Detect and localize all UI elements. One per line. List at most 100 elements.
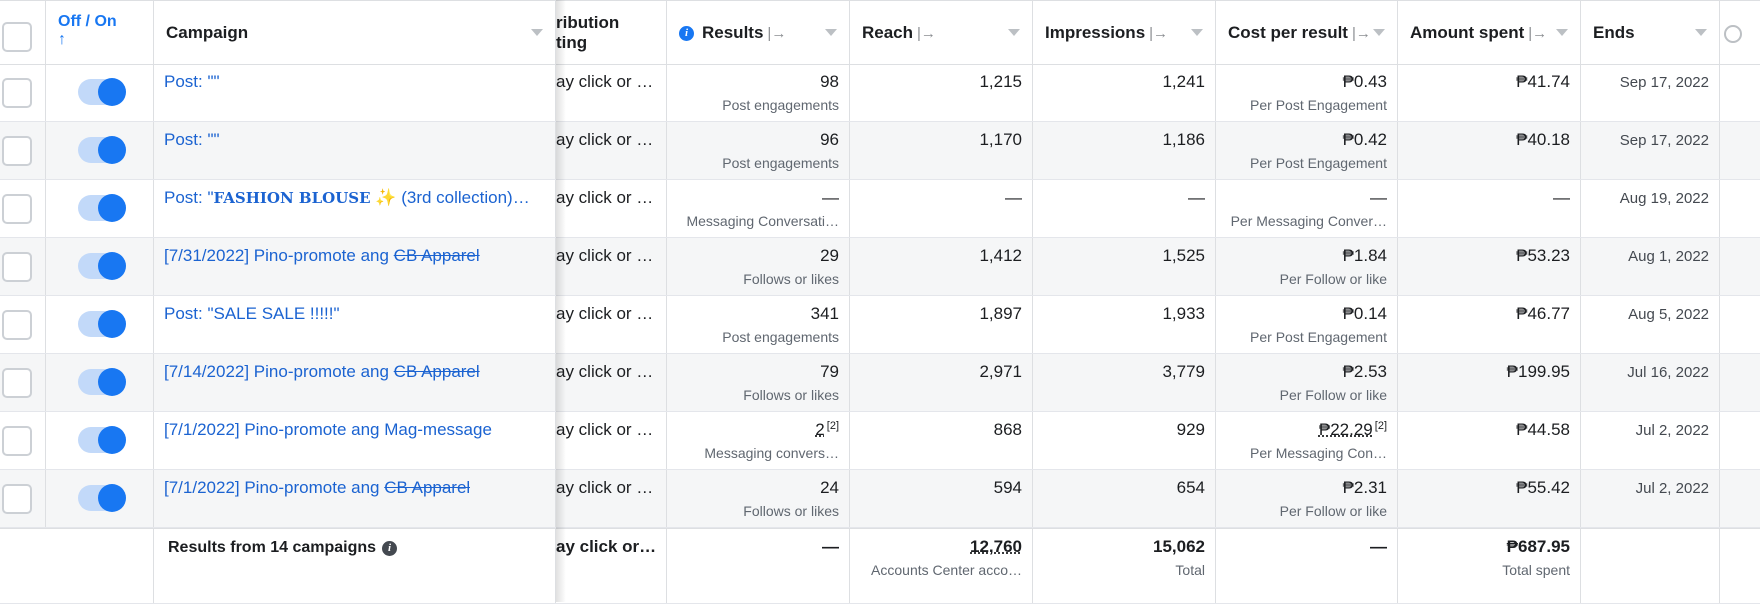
table-header: Off / On ↑ Campaign ribution ting i Resul…	[0, 0, 1760, 65]
impressions-value: 1,241	[1162, 72, 1205, 91]
chevron-down-icon[interactable]	[1191, 29, 1203, 36]
header-ends[interactable]: Ends	[1581, 1, 1720, 64]
campaign-name-link[interactable]: [7/1/2022] Pino-promote ang Mag-message	[164, 420, 492, 439]
header-campaign[interactable]: Campaign	[154, 1, 556, 64]
results-type: Follows or likes	[743, 271, 839, 287]
impressions-value: 1,186	[1162, 130, 1205, 149]
impressions-value: 1,525	[1162, 246, 1205, 265]
chevron-down-icon[interactable]	[1008, 29, 1020, 36]
header-off-on[interactable]: Off / On ↑	[46, 1, 154, 64]
table-row: Post: "FASHION BLOUSE ✨ (3rd collection)…	[0, 180, 1760, 238]
table-row: Post: "" ay click or 1… 96 Post engagemen…	[0, 122, 1760, 180]
reach-value: 868	[993, 420, 1022, 439]
chevron-down-icon[interactable]	[1556, 29, 1568, 36]
results-type: Follows or likes	[743, 387, 839, 403]
ends-date: Sep 17, 2022	[1619, 74, 1709, 91]
campaign-toggle[interactable]	[78, 135, 126, 164]
ends-header-label: Ends	[1593, 23, 1635, 42]
info-icon[interactable]: i	[679, 26, 694, 41]
attribution-setting: ay click or 1…	[556, 420, 660, 439]
header-reach[interactable]: Reach |→	[850, 1, 1033, 64]
campaign-toggle[interactable]	[78, 193, 126, 222]
row-checkbox[interactable]	[2, 367, 32, 398]
campaign-name-link[interactable]: Post: "SALE SALE !!!!!"	[164, 304, 340, 323]
column-arrow-icon: |→	[917, 25, 936, 42]
row-checkbox[interactable]	[2, 425, 32, 456]
header-impressions[interactable]: Impressions |→	[1033, 1, 1216, 64]
off-on-label: Off / On	[58, 13, 117, 30]
attribution-setting: ay click or 1…	[556, 72, 660, 91]
table-row: Post: "" ay click or 1… 98 Post engagemen…	[0, 64, 1760, 122]
campaign-name-link[interactable]: [7/31/2022] Pino-promote ang CB Apparel	[164, 246, 480, 265]
ends-date: Jul 2, 2022	[1635, 480, 1709, 497]
header-cost-per-result[interactable]: Cost per result |→	[1216, 1, 1398, 64]
info-icon[interactable]: i	[382, 541, 398, 556]
ends-date: Aug 5, 2022	[1628, 306, 1709, 323]
reach-value: 1,412	[979, 246, 1022, 265]
row-checkbox[interactable]	[2, 251, 32, 282]
summary-cost: —	[1370, 537, 1387, 556]
campaign-toggle[interactable]	[78, 251, 126, 280]
row-checkbox[interactable]	[2, 77, 32, 108]
table-row: Post: "SALE SALE !!!!!" ay click or 1… 3…	[0, 296, 1760, 354]
ends-date: Jul 2, 2022	[1635, 422, 1709, 439]
summary-amount: ₱687.95	[1506, 537, 1570, 556]
reach-value: 1,897	[979, 304, 1022, 323]
row-checkbox[interactable]	[2, 309, 32, 340]
results-value: 29	[820, 246, 839, 265]
row-checkbox[interactable]	[2, 193, 32, 224]
campaign-name-link[interactable]: [7/1/2022] Pino-promote ang CB Apparel	[164, 478, 471, 497]
cost-type: Per Follow or like	[1279, 387, 1387, 403]
select-all-checkbox[interactable]	[2, 22, 32, 52]
impressions-value: 1,933	[1162, 304, 1205, 323]
table-row: [7/14/2022] Pino-promote ang CB Apparel …	[0, 354, 1760, 412]
attribution-setting: ay click or 1…	[556, 188, 660, 207]
campaign-name-link[interactable]: [7/14/2022] Pino-promote ang CB Apparel	[164, 362, 480, 381]
row-checkbox[interactable]	[2, 483, 32, 514]
attribution-header-line2: ting	[556, 33, 588, 52]
arrow-up-icon: ↑	[58, 31, 66, 48]
header-add-column[interactable]	[1720, 1, 1760, 64]
chevron-down-icon[interactable]	[1373, 29, 1385, 36]
ends-date: Sep 17, 2022	[1619, 132, 1709, 149]
header-attribution[interactable]: ribution ting	[556, 1, 667, 64]
amount-value: —	[1553, 188, 1570, 207]
header-amount-spent[interactable]: Amount spent |→	[1398, 1, 1581, 64]
cost-type: Per Post Engagement	[1250, 155, 1387, 171]
cost-value: ₱0.14	[1342, 304, 1387, 323]
chevron-down-icon[interactable]	[825, 29, 837, 36]
campaign-name-link[interactable]: Post: ""	[164, 72, 220, 91]
results-type: Messaging Conversati…	[686, 213, 839, 229]
column-arrow-icon: |→	[1528, 25, 1548, 42]
campaign-toggle[interactable]	[78, 425, 126, 454]
results-header-label: Results	[702, 23, 764, 42]
header-results[interactable]: i Results |→	[667, 1, 850, 64]
impressions-value: 929	[1176, 420, 1205, 439]
cost-type: Per Follow or like	[1279, 271, 1387, 287]
campaign-name-link[interactable]: Post: ""	[164, 130, 220, 149]
amount-value: ₱46.77	[1516, 304, 1570, 323]
campaign-toggle[interactable]	[78, 309, 126, 338]
add-column-icon[interactable]	[1724, 25, 1742, 43]
cost-value: ₱22.29 [2]	[1318, 420, 1387, 439]
chevron-down-icon[interactable]	[531, 29, 543, 36]
cost-type: Per Messaging Conver…	[1230, 213, 1387, 229]
ends-date: Aug 19, 2022	[1619, 190, 1709, 207]
summary-reach-sub: Accounts Center acco…	[871, 562, 1022, 578]
row-checkbox[interactable]	[2, 135, 32, 166]
impressions-value: 654	[1176, 478, 1205, 497]
amount-value: ₱40.18	[1516, 130, 1570, 149]
attribution-setting: ay click or 1…	[556, 478, 660, 497]
cost-value: —	[1370, 188, 1387, 207]
campaign-toggle[interactable]	[78, 483, 126, 512]
reach-value: —	[1005, 188, 1022, 207]
campaign-toggle[interactable]	[78, 367, 126, 396]
campaign-toggle[interactable]	[78, 77, 126, 106]
amount-value: ₱199.95	[1506, 362, 1570, 381]
summary-amount-sub: Total spent	[1502, 562, 1570, 578]
chevron-down-icon[interactable]	[1695, 29, 1707, 36]
ends-date: Aug 1, 2022	[1628, 248, 1709, 265]
campaign-name-link[interactable]: Post: "FASHION BLOUSE ✨ (3rd collection)…	[164, 188, 530, 207]
reach-value: 594	[993, 478, 1022, 497]
results-value: 79	[820, 362, 839, 381]
